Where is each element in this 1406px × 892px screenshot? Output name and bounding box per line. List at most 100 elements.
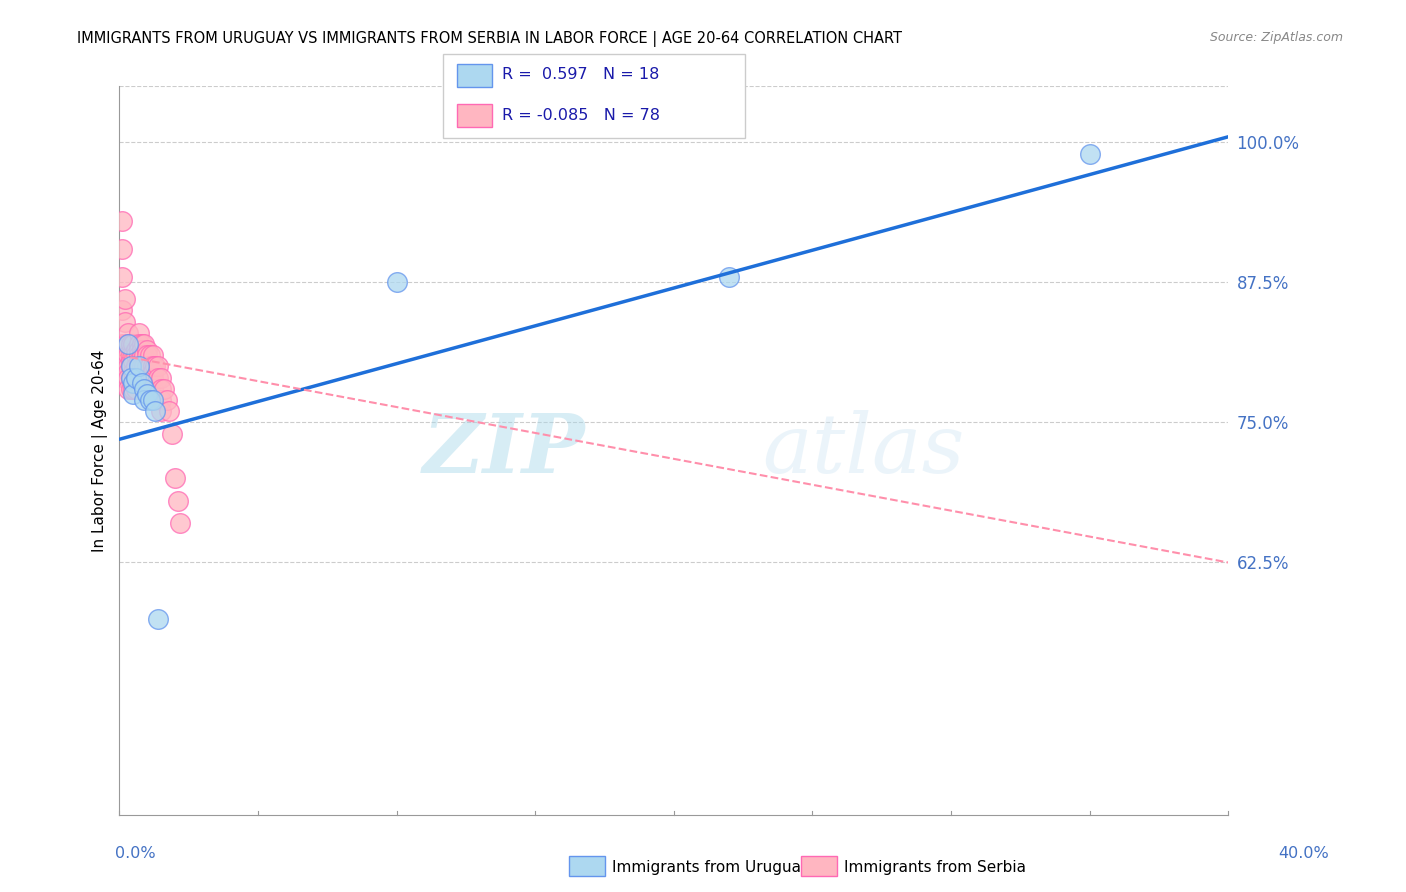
Point bbox=[163, 471, 186, 485]
Text: Source: ZipAtlas.com: Source: ZipAtlas.com bbox=[1209, 31, 1343, 45]
Point bbox=[120, 382, 142, 396]
Point bbox=[155, 392, 177, 407]
Point bbox=[120, 354, 142, 368]
Point bbox=[139, 359, 162, 374]
Point bbox=[117, 359, 139, 374]
Point bbox=[136, 359, 159, 374]
Point bbox=[385, 276, 408, 290]
Point bbox=[117, 348, 139, 362]
Point bbox=[139, 382, 162, 396]
Point bbox=[111, 337, 134, 351]
Text: IMMIGRANTS FROM URUGUAY VS IMMIGRANTS FROM SERBIA IN LABOR FORCE | AGE 20-64 COR: IMMIGRANTS FROM URUGUAY VS IMMIGRANTS FR… bbox=[77, 31, 903, 47]
Point bbox=[131, 376, 153, 391]
Point bbox=[120, 359, 142, 374]
Point bbox=[120, 348, 142, 362]
Text: R = -0.085   N = 78: R = -0.085 N = 78 bbox=[502, 108, 659, 122]
Point bbox=[122, 337, 145, 351]
Point bbox=[128, 343, 150, 357]
Text: 0.0%: 0.0% bbox=[115, 846, 156, 861]
Point bbox=[111, 303, 134, 318]
Point bbox=[139, 348, 162, 362]
Point bbox=[114, 337, 136, 351]
Point bbox=[114, 292, 136, 306]
Point bbox=[160, 426, 183, 441]
Point bbox=[1078, 146, 1101, 161]
Point bbox=[145, 359, 167, 374]
Point bbox=[150, 404, 173, 418]
Point bbox=[157, 404, 180, 418]
Point bbox=[142, 359, 165, 374]
Point bbox=[134, 359, 156, 374]
Point bbox=[134, 337, 156, 351]
Point bbox=[136, 343, 159, 357]
Point bbox=[169, 516, 191, 531]
Text: ZIP: ZIP bbox=[423, 410, 585, 491]
Point bbox=[114, 354, 136, 368]
Point bbox=[117, 326, 139, 340]
Point bbox=[120, 370, 142, 384]
Point bbox=[117, 365, 139, 379]
Point bbox=[148, 359, 170, 374]
Point bbox=[117, 370, 139, 384]
Point bbox=[134, 392, 156, 407]
Point bbox=[128, 326, 150, 340]
Point bbox=[150, 370, 173, 384]
Point bbox=[125, 359, 148, 374]
Point bbox=[131, 337, 153, 351]
Point bbox=[125, 370, 148, 384]
Point bbox=[136, 348, 159, 362]
Text: Immigrants from Uruguay: Immigrants from Uruguay bbox=[612, 860, 810, 874]
Point bbox=[125, 370, 148, 384]
Text: Immigrants from Serbia: Immigrants from Serbia bbox=[844, 860, 1025, 874]
Text: atlas: atlas bbox=[762, 410, 965, 491]
Point bbox=[125, 382, 148, 396]
Point bbox=[139, 370, 162, 384]
Point bbox=[128, 370, 150, 384]
Point bbox=[148, 370, 170, 384]
Text: R =  0.597   N = 18: R = 0.597 N = 18 bbox=[502, 68, 659, 82]
Point bbox=[150, 382, 173, 396]
Point bbox=[122, 387, 145, 401]
Point bbox=[142, 382, 165, 396]
Point bbox=[114, 315, 136, 329]
Point bbox=[125, 343, 148, 357]
Point bbox=[122, 376, 145, 391]
Point bbox=[166, 494, 188, 508]
Point bbox=[128, 348, 150, 362]
Point bbox=[131, 348, 153, 362]
Point bbox=[145, 404, 167, 418]
Point bbox=[114, 370, 136, 384]
Y-axis label: In Labor Force | Age 20-64: In Labor Force | Age 20-64 bbox=[93, 350, 108, 551]
Point bbox=[117, 382, 139, 396]
Point bbox=[122, 348, 145, 362]
Point bbox=[134, 370, 156, 384]
Point bbox=[148, 611, 170, 625]
Point bbox=[125, 348, 148, 362]
Point bbox=[142, 392, 165, 407]
Point bbox=[122, 365, 145, 379]
Point bbox=[152, 382, 174, 396]
Point bbox=[131, 343, 153, 357]
Point bbox=[111, 269, 134, 284]
Point bbox=[134, 348, 156, 362]
Point bbox=[718, 269, 741, 284]
Point bbox=[139, 392, 162, 407]
Point bbox=[142, 365, 165, 379]
Point bbox=[142, 370, 165, 384]
Point bbox=[128, 354, 150, 368]
Point bbox=[131, 370, 153, 384]
Point bbox=[117, 337, 139, 351]
Point bbox=[150, 392, 173, 407]
Point bbox=[114, 359, 136, 374]
Text: 40.0%: 40.0% bbox=[1278, 846, 1329, 861]
Point bbox=[120, 337, 142, 351]
Point bbox=[136, 370, 159, 384]
Point bbox=[128, 359, 150, 374]
Point bbox=[134, 382, 156, 396]
Point bbox=[117, 337, 139, 351]
Point bbox=[136, 387, 159, 401]
Point bbox=[120, 370, 142, 384]
Point bbox=[128, 359, 150, 374]
Point bbox=[111, 214, 134, 228]
Point bbox=[120, 359, 142, 374]
